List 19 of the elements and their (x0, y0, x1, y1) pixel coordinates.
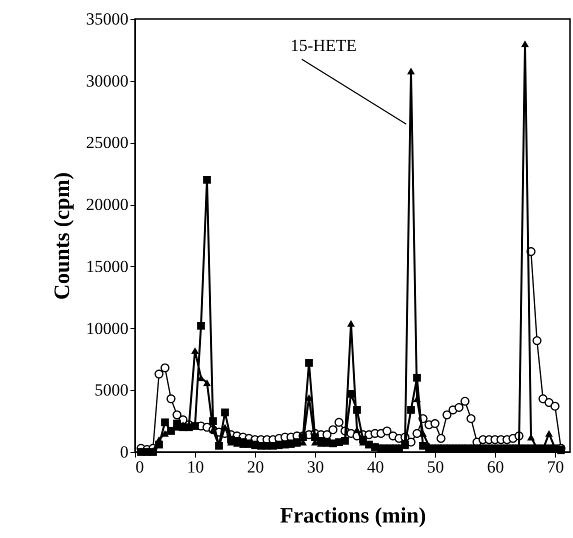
y-tick-label: 0 (120, 442, 128, 462)
annotation: 15-HETE (290, 36, 357, 56)
y-tick-label: 10000 (86, 318, 128, 338)
x-tick-label: 30 (307, 458, 324, 476)
y-tick-label: 15000 (86, 256, 128, 276)
x-tick-label: 20 (247, 458, 264, 476)
x-tick-label: 60 (487, 458, 504, 476)
y-tick-label: 35000 (86, 10, 128, 28)
y-axis-title: Counts (cpm) (49, 172, 74, 300)
x-tick-label: 10 (187, 458, 204, 476)
x-tick-label: 70 (547, 458, 564, 476)
y-tick-label: 20000 (86, 195, 128, 214)
x-axis-title: Fractions (min) (280, 502, 426, 528)
x-tick-label: 0 (136, 458, 144, 476)
y-tick-label: 30000 (86, 71, 128, 90)
x-tick-label: 50 (427, 458, 444, 476)
y-tick-label: 25000 (86, 133, 128, 152)
x-tick-label: 40 (367, 458, 384, 476)
y-tick-label: 5000 (94, 380, 128, 400)
